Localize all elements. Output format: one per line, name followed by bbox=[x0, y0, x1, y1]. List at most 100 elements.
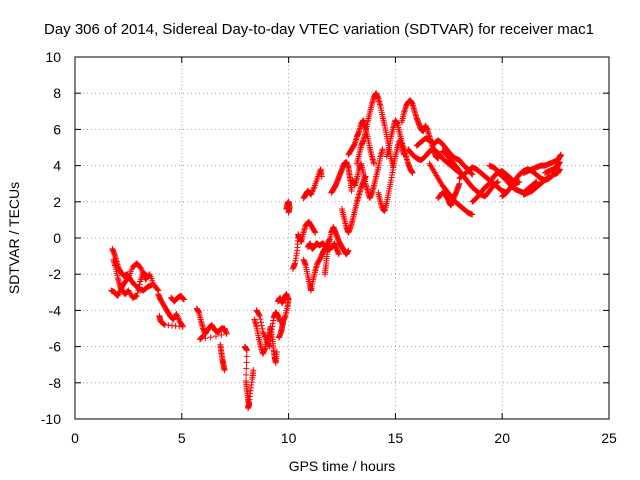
y-tick-label: 6 bbox=[53, 121, 61, 137]
data-point bbox=[173, 311, 180, 318]
data-point bbox=[308, 191, 315, 198]
data-point bbox=[133, 292, 140, 299]
data-point bbox=[179, 295, 186, 302]
data-point bbox=[176, 316, 183, 323]
series-arc-aa bbox=[413, 135, 476, 178]
data-point bbox=[134, 290, 141, 297]
data-point bbox=[273, 349, 280, 356]
series-arc-a bbox=[109, 245, 155, 294]
data-point bbox=[212, 333, 219, 340]
data-point bbox=[198, 334, 205, 341]
data-point bbox=[156, 312, 163, 319]
series-arc-j bbox=[253, 307, 284, 350]
series-arc-q bbox=[321, 224, 352, 278]
data-point bbox=[243, 347, 250, 354]
data-point bbox=[275, 334, 282, 341]
series-arc-l bbox=[283, 198, 293, 216]
data-point bbox=[556, 158, 563, 165]
plot-frame bbox=[74, 56, 610, 420]
data-point bbox=[116, 288, 123, 295]
data-point bbox=[556, 166, 563, 173]
series-arc-kk bbox=[541, 158, 563, 176]
data-point bbox=[311, 228, 318, 235]
series-arc-h bbox=[241, 343, 257, 412]
chart-title: Day 306 of 2014, Sidereal Day-to-day VTE… bbox=[44, 21, 594, 38]
y-axis-label: SDTVAR / TECUs bbox=[6, 182, 22, 294]
data-point bbox=[154, 286, 161, 293]
data-point bbox=[174, 312, 181, 319]
series-arc-m bbox=[289, 218, 319, 272]
data-point bbox=[175, 315, 182, 322]
data-point bbox=[309, 187, 316, 194]
data-point bbox=[261, 332, 268, 339]
data-point bbox=[259, 325, 266, 332]
x-tick-label: 5 bbox=[178, 430, 186, 446]
data-point bbox=[318, 173, 325, 180]
data-point bbox=[469, 171, 476, 178]
data-points bbox=[108, 90, 564, 412]
data-point bbox=[409, 169, 416, 176]
data-point bbox=[256, 312, 263, 319]
y-tick-label: -8 bbox=[49, 375, 62, 391]
x-tick-label: 15 bbox=[388, 430, 404, 446]
data-point bbox=[532, 179, 539, 186]
series-arc-e bbox=[168, 292, 187, 305]
data-point bbox=[456, 180, 463, 187]
data-point bbox=[348, 187, 355, 194]
data-point bbox=[516, 178, 523, 185]
series-arc-f bbox=[193, 305, 230, 343]
data-point bbox=[207, 334, 214, 341]
y-tick-label: -2 bbox=[49, 266, 62, 282]
data-point bbox=[223, 330, 230, 337]
y-tick-label: -4 bbox=[49, 302, 62, 318]
data-point bbox=[257, 316, 264, 323]
data-point bbox=[312, 229, 319, 236]
data-point bbox=[310, 185, 317, 192]
data-point bbox=[379, 146, 386, 153]
data-point bbox=[468, 170, 475, 177]
data-point bbox=[351, 141, 358, 148]
data-point bbox=[533, 178, 540, 185]
y-tick-label: 8 bbox=[53, 85, 61, 101]
data-point bbox=[180, 296, 187, 303]
y-tick-label: 0 bbox=[53, 230, 61, 246]
data-point bbox=[243, 365, 250, 372]
data-point bbox=[114, 292, 121, 299]
data-point bbox=[260, 330, 267, 337]
y-tick-label: -6 bbox=[49, 339, 62, 355]
data-point bbox=[261, 333, 268, 340]
x-tick-labels: 0 5 10 15 20 25 bbox=[71, 430, 617, 446]
data-point bbox=[243, 359, 250, 366]
data-point bbox=[263, 336, 270, 343]
data-point bbox=[243, 371, 250, 378]
data-point bbox=[308, 190, 315, 197]
series-arc-v bbox=[349, 146, 386, 202]
data-point bbox=[221, 367, 228, 374]
series-arc-r bbox=[328, 158, 355, 196]
data-point bbox=[180, 295, 187, 302]
data-point bbox=[243, 353, 250, 360]
data-point bbox=[179, 322, 186, 329]
data-point bbox=[335, 251, 342, 258]
x-tick-label: 10 bbox=[281, 430, 297, 446]
data-point bbox=[258, 322, 265, 329]
data-point bbox=[117, 287, 124, 294]
series-arc-bb bbox=[426, 160, 476, 218]
series-arc-k bbox=[274, 291, 292, 341]
data-point bbox=[200, 332, 207, 339]
x-tick-label: 0 bbox=[71, 430, 79, 446]
x-tick-label: 20 bbox=[494, 430, 510, 446]
data-point bbox=[345, 247, 352, 254]
series-arc-ii bbox=[520, 166, 563, 198]
data-point bbox=[265, 342, 272, 349]
series-arc-c bbox=[108, 260, 162, 299]
data-point bbox=[199, 333, 206, 340]
data-point bbox=[494, 178, 501, 185]
data-point bbox=[469, 211, 476, 218]
series-arc-gg bbox=[486, 162, 540, 196]
data-point bbox=[309, 188, 316, 195]
data-point bbox=[124, 275, 131, 282]
axis-ticks bbox=[74, 56, 610, 420]
